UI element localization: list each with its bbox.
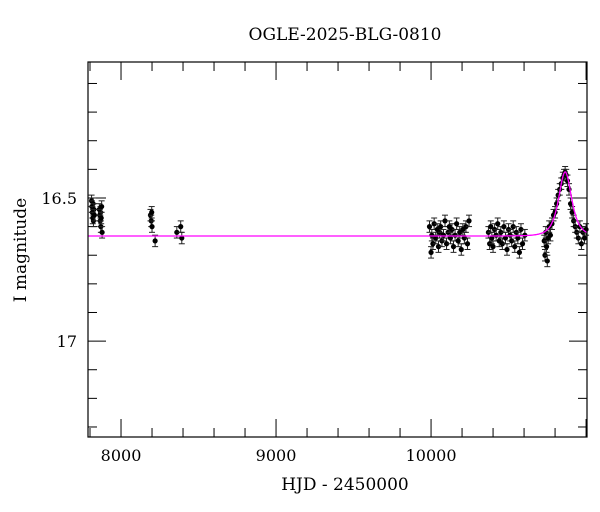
data-point (519, 237, 526, 250)
data-point (578, 237, 585, 250)
x-tick-label: 9000 (256, 446, 297, 465)
data-point (511, 240, 518, 253)
point-marker (449, 226, 455, 233)
point-marker (99, 203, 105, 210)
point-marker (516, 249, 523, 255)
point-marker (179, 235, 185, 241)
point-marker (98, 215, 104, 221)
data-point (442, 214, 449, 228)
data-point (466, 214, 473, 228)
plot-frame (87, 61, 588, 438)
point-marker (466, 218, 472, 224)
point-marker (498, 229, 504, 235)
data-point (98, 200, 105, 213)
data-point (149, 220, 156, 233)
data-point (152, 234, 159, 248)
x-tick-label: 10000 (406, 446, 457, 465)
point-marker (454, 221, 460, 227)
point-marker (464, 241, 471, 247)
point-marker (490, 244, 496, 250)
point-marker (575, 235, 581, 241)
point-marker (489, 235, 495, 241)
point-marker (488, 223, 494, 230)
data-point (569, 206, 576, 219)
point-marker (581, 235, 588, 241)
point-marker (447, 235, 454, 241)
data-point (453, 217, 460, 230)
point-marker (515, 235, 521, 241)
point-marker (569, 209, 575, 215)
chart-title: OGLE-2025-BLG-0810 (249, 25, 442, 45)
data-point (148, 206, 155, 219)
point-marker (512, 244, 518, 250)
point-marker (428, 249, 434, 255)
model-curve (88, 171, 588, 237)
x-tick-label: 8000 (101, 446, 142, 465)
point-marker (504, 246, 510, 253)
y-axis-label: I magnitude (11, 198, 31, 302)
point-marker (544, 258, 550, 264)
point-marker (502, 235, 509, 241)
data-point (428, 246, 435, 259)
point-marker (440, 232, 447, 238)
data-point (544, 254, 551, 268)
point-marker (426, 223, 433, 230)
point-marker (499, 241, 505, 247)
point-marker (431, 221, 437, 227)
point-marker (495, 221, 501, 227)
data-point (91, 208, 98, 222)
data-point (458, 243, 465, 256)
point-marker (442, 218, 448, 224)
data-point (514, 231, 521, 245)
point-marker (149, 209, 155, 215)
point-marker (578, 241, 585, 247)
data-point (488, 231, 495, 245)
y-tick-label: 16.5 (41, 189, 77, 208)
point-marker (99, 229, 105, 235)
y-tick-label: 17 (57, 332, 77, 351)
data-point (494, 217, 501, 230)
data-point (464, 237, 471, 250)
point-marker (510, 223, 516, 230)
data-point (462, 220, 469, 233)
data-point (178, 231, 185, 245)
point-marker (519, 241, 526, 247)
data-point (508, 234, 515, 248)
point-marker (433, 235, 439, 241)
data-point (487, 220, 494, 233)
point-marker (463, 223, 469, 230)
point-marker (152, 238, 158, 244)
point-marker (518, 226, 524, 233)
point-marker (547, 232, 554, 238)
point-marker (501, 223, 507, 230)
point-marker (178, 223, 184, 230)
data-point (504, 243, 511, 256)
data-point (431, 217, 438, 230)
data-point (516, 246, 523, 259)
point-marker (509, 238, 515, 244)
point-marker (455, 238, 461, 244)
point-marker (461, 235, 467, 241)
point-marker (438, 223, 444, 230)
point-marker (458, 246, 464, 253)
data-point (448, 223, 455, 236)
point-marker (149, 223, 155, 230)
x-axis-label: HJD - 2450000 (281, 475, 409, 495)
point-marker (91, 212, 97, 218)
point-marker (435, 244, 442, 250)
data-point (499, 237, 506, 250)
point-marker (543, 244, 550, 250)
point-marker (450, 244, 457, 250)
point-marker (174, 229, 180, 235)
point-marker (443, 241, 450, 247)
